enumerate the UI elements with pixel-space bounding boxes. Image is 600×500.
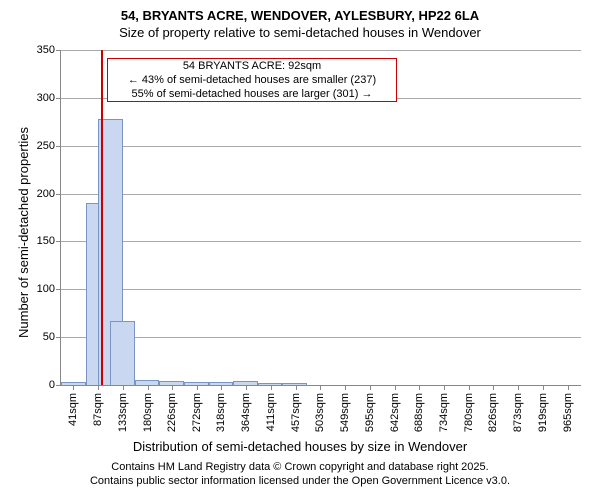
histogram-bar <box>209 382 234 385</box>
xtick-label: 41sqm <box>67 393 79 426</box>
xtick-label: 133sqm <box>117 393 129 432</box>
histogram-bar <box>258 383 283 385</box>
gridline <box>61 194 581 195</box>
histogram-bar <box>61 382 86 385</box>
y-axis-title: Number of semi-detached properties <box>16 127 31 338</box>
xtick-label: 642sqm <box>389 393 401 432</box>
gridline <box>61 50 581 51</box>
xtick-label: 965sqm <box>562 393 574 432</box>
xtick-label: 780sqm <box>463 393 475 432</box>
x-axis-title: Distribution of semi-detached houses by … <box>0 439 600 454</box>
xtick-mark <box>543 385 544 390</box>
annotation-box: 54 BRYANTS ACRE: 92sqm← 43% of semi-deta… <box>107 58 397 102</box>
xtick-mark <box>73 385 74 390</box>
xtick-label: 318sqm <box>215 393 227 432</box>
xtick-mark <box>98 385 99 390</box>
histogram-bar <box>110 321 135 385</box>
histogram-bar <box>282 383 307 385</box>
chart-container: 54, BRYANTS ACRE, WENDOVER, AYLESBURY, H… <box>0 0 600 500</box>
footer-line-1: Contains HM Land Registry data © Crown c… <box>0 461 600 473</box>
xtick-label: 87sqm <box>92 393 104 426</box>
ytick-label: 50 <box>43 331 61 343</box>
ytick-label: 250 <box>37 140 61 152</box>
plot-area: 05010015020025030035041sqm87sqm133sqm180… <box>60 50 581 386</box>
annotation-line: 55% of semi-detached houses are larger (… <box>110 88 394 102</box>
xtick-label: 226sqm <box>166 393 178 432</box>
xtick-mark <box>395 385 396 390</box>
xtick-mark <box>197 385 198 390</box>
xtick-mark <box>246 385 247 390</box>
xtick-label: 180sqm <box>142 393 154 432</box>
histogram-bar <box>184 382 209 385</box>
gridline <box>61 241 581 242</box>
xtick-mark <box>493 385 494 390</box>
xtick-label: 457sqm <box>290 393 302 432</box>
annotation-line: ← 43% of semi-detached houses are smalle… <box>110 74 394 88</box>
property-marker-line <box>101 50 103 385</box>
xtick-label: 364sqm <box>240 393 252 432</box>
xtick-mark <box>320 385 321 390</box>
histogram-bar <box>159 381 184 385</box>
xtick-mark <box>123 385 124 390</box>
gridline <box>61 337 581 338</box>
xtick-mark <box>296 385 297 390</box>
xtick-label: 411sqm <box>265 393 277 431</box>
xtick-mark <box>271 385 272 390</box>
ytick-label: 350 <box>37 44 61 56</box>
xtick-label: 873sqm <box>512 393 524 432</box>
xtick-mark <box>444 385 445 390</box>
histogram-bar <box>233 381 258 385</box>
xtick-mark <box>568 385 569 390</box>
xtick-mark <box>518 385 519 390</box>
xtick-label: 919sqm <box>537 393 549 432</box>
xtick-mark <box>419 385 420 390</box>
xtick-label: 826sqm <box>487 393 499 432</box>
ytick-label: 0 <box>49 379 61 391</box>
xtick-label: 503sqm <box>314 393 326 432</box>
xtick-label: 595sqm <box>364 393 376 432</box>
footer-line-2: Contains public sector information licen… <box>0 475 600 487</box>
gridline <box>61 289 581 290</box>
chart-title: 54, BRYANTS ACRE, WENDOVER, AYLESBURY, H… <box>0 8 600 23</box>
xtick-mark <box>469 385 470 390</box>
ytick-label: 100 <box>37 283 61 295</box>
chart-subtitle: Size of property relative to semi-detach… <box>0 25 600 40</box>
ytick-label: 300 <box>37 92 61 104</box>
ytick-label: 200 <box>37 188 61 200</box>
xtick-mark <box>370 385 371 390</box>
xtick-mark <box>345 385 346 390</box>
ytick-label: 150 <box>37 235 61 247</box>
xtick-mark <box>172 385 173 390</box>
gridline <box>61 146 581 147</box>
xtick-label: 734sqm <box>438 393 450 432</box>
histogram-bar <box>135 380 160 385</box>
xtick-label: 272sqm <box>191 393 203 432</box>
xtick-label: 549sqm <box>339 393 351 432</box>
xtick-mark <box>221 385 222 390</box>
annotation-line: 54 BRYANTS ACRE: 92sqm <box>110 60 394 74</box>
xtick-label: 688sqm <box>413 393 425 432</box>
xtick-mark <box>148 385 149 390</box>
